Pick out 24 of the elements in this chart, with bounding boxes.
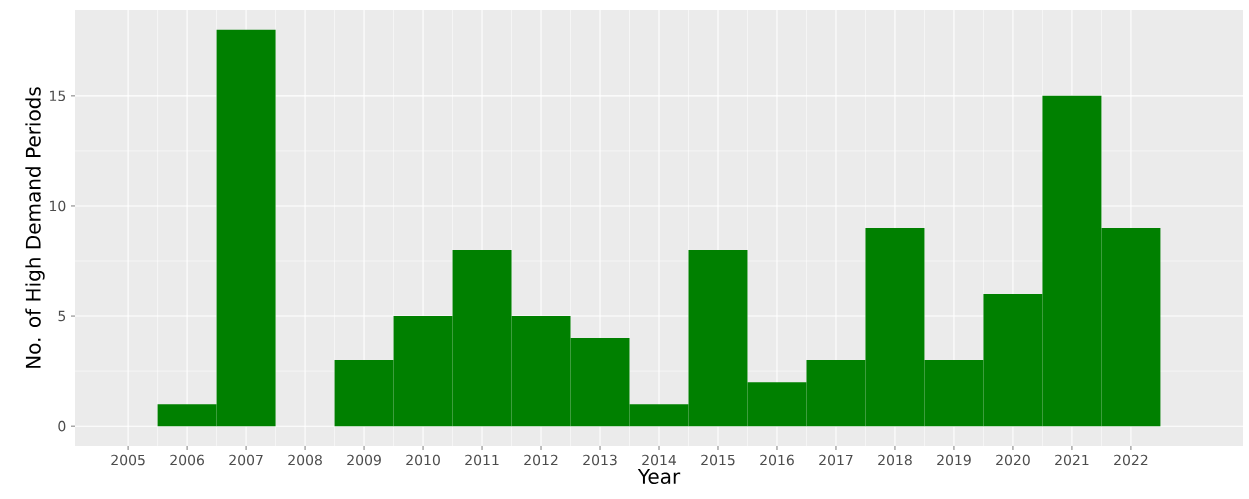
x-tick-label: 2005 — [111, 454, 145, 466]
x-tick-label: 2009 — [347, 454, 381, 466]
x-tick-label: 2007 — [229, 454, 263, 466]
y-tick-label: 5 — [58, 310, 66, 322]
x-tick-label: 2012 — [524, 454, 558, 466]
x-tick-label: 2013 — [583, 454, 617, 466]
y-axis-title: No. of High Demand Periods — [25, 87, 45, 368]
x-tick-label: 2011 — [465, 454, 499, 466]
y-tick-label: 0 — [58, 420, 66, 432]
x-tick-label: 2016 — [760, 454, 794, 466]
y-tick-label: 10 — [50, 200, 66, 212]
x-axis-title: Year — [637, 469, 681, 484]
x-tick-label: 2022 — [1114, 454, 1148, 466]
x-tick-label: 2015 — [701, 454, 735, 466]
x-tick-label: 2020 — [996, 454, 1030, 466]
x-tick-label: 2014 — [642, 454, 677, 466]
x-tick-label: 2006 — [170, 454, 204, 466]
y-tick-label: 15 — [50, 90, 66, 102]
x-tick-label: 2021 — [1055, 454, 1089, 466]
x-tick-label: 2019 — [937, 454, 971, 466]
x-tick-label: 2010 — [406, 454, 440, 466]
x-tick-label: 2008 — [288, 454, 322, 466]
x-tick-label: 2017 — [819, 454, 853, 466]
x-tick-label: 2018 — [878, 454, 912, 466]
